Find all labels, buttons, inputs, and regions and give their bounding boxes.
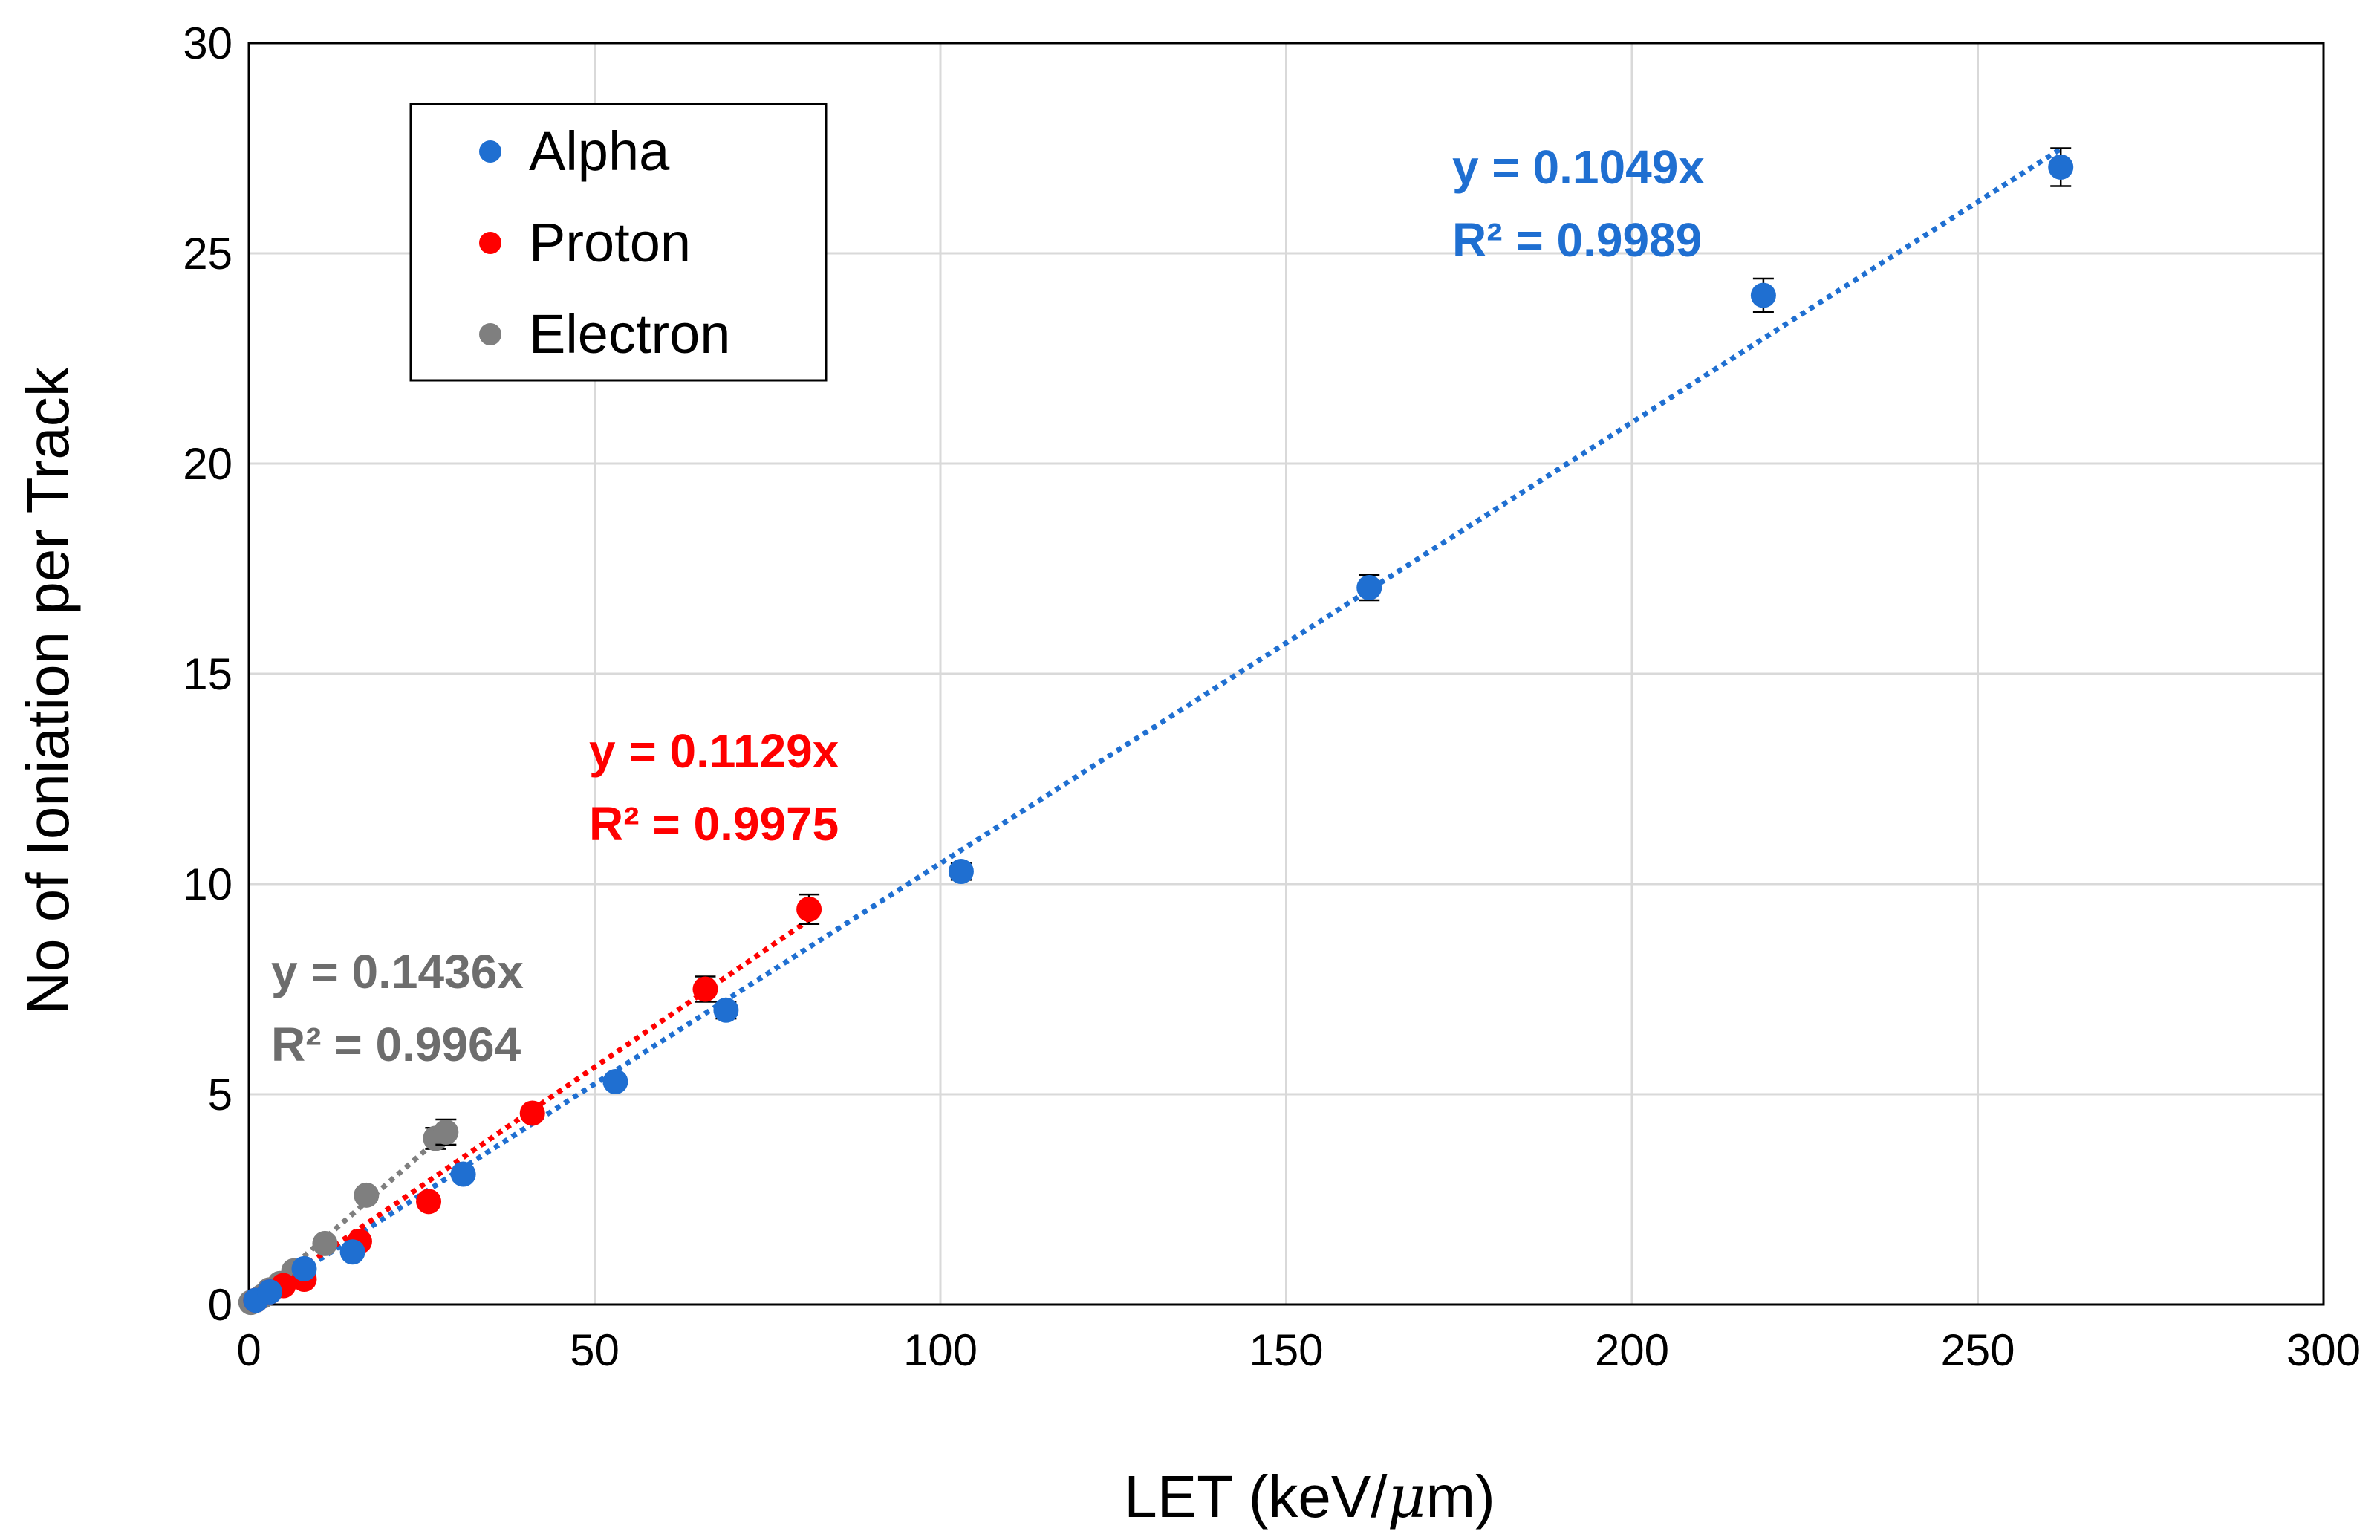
alpha-point xyxy=(450,1161,476,1187)
legend: Alpha Proton Electron xyxy=(409,103,828,382)
proton-point xyxy=(519,1100,545,1126)
x-tick-label: 200 xyxy=(1595,1325,1669,1375)
alpha-point xyxy=(1750,282,1776,308)
electron-fit-annotation: y = 0.1436x R² = 0.9964 xyxy=(271,945,524,1071)
electron-point xyxy=(433,1119,459,1145)
legend-marker-alpha xyxy=(479,140,501,163)
legend-marker-electron xyxy=(479,323,501,345)
alpha-point xyxy=(713,997,739,1023)
proton-point xyxy=(796,896,822,922)
proton-fit-annotation: y = 0.1129x R² = 0.9975 xyxy=(589,724,839,851)
x-tick-label: 100 xyxy=(903,1325,978,1375)
alpha-point xyxy=(602,1069,628,1095)
y-tick-label: 30 xyxy=(183,19,233,68)
y-tick-label: 5 xyxy=(208,1070,233,1120)
y-axis-title: No of Ioniation per Track xyxy=(15,366,81,1015)
alpha-series xyxy=(243,147,2074,1313)
data-points xyxy=(238,147,2074,1316)
alpha-point xyxy=(339,1239,365,1265)
proton-equation: y = 0.1129x xyxy=(589,724,839,778)
electron-r-squared: R² = 0.9964 xyxy=(271,1018,521,1071)
plot-border xyxy=(247,42,2325,1306)
y-tick-label: 20 xyxy=(183,439,233,489)
alpha-point xyxy=(948,859,974,885)
grid-lines xyxy=(249,43,2324,1305)
y-tick-label: 0 xyxy=(208,1280,233,1330)
alpha-r-squared: R² = 0.9989 xyxy=(1452,213,1702,267)
x-tick-labels: 0 50 100 150 200 250 300 xyxy=(236,1325,2361,1375)
electron-equation: y = 0.1436x xyxy=(271,945,524,998)
alpha-point xyxy=(1356,574,1382,600)
alpha-point xyxy=(291,1255,317,1281)
y-tick-label: 25 xyxy=(183,229,233,279)
legend-label-alpha: Alpha xyxy=(529,120,670,182)
x-tick-label: 250 xyxy=(1940,1325,2015,1375)
x-tick-label: 150 xyxy=(1249,1325,1323,1375)
legend-label-electron: Electron xyxy=(529,303,730,365)
proton-r-squared: R² = 0.9975 xyxy=(589,797,839,851)
alpha-fit-annotation: y = 0.1049x R² = 0.9989 xyxy=(1452,140,1705,267)
legend-marker-proton xyxy=(479,232,501,254)
alpha-point xyxy=(256,1279,282,1305)
electron-point xyxy=(312,1230,338,1256)
legend-label-proton: Proton xyxy=(529,212,691,273)
alpha-equation: y = 0.1049x xyxy=(1452,140,1705,194)
x-axis-title: LET (keV/μm) xyxy=(1124,1462,1495,1531)
x-tick-label: 300 xyxy=(2286,1325,2361,1375)
x-tick-label: 50 xyxy=(570,1325,620,1375)
y-tick-label: 15 xyxy=(183,649,233,699)
alpha-point xyxy=(2048,154,2074,180)
electron-point xyxy=(354,1182,380,1208)
alpha-trendline xyxy=(247,146,2063,1307)
proton-point xyxy=(416,1189,442,1215)
y-tick-label: 10 xyxy=(183,860,233,909)
proton-point xyxy=(692,976,718,1002)
x-tick-label: 0 xyxy=(236,1325,261,1375)
y-tick-labels: 0 5 10 15 20 25 30 xyxy=(183,19,233,1330)
